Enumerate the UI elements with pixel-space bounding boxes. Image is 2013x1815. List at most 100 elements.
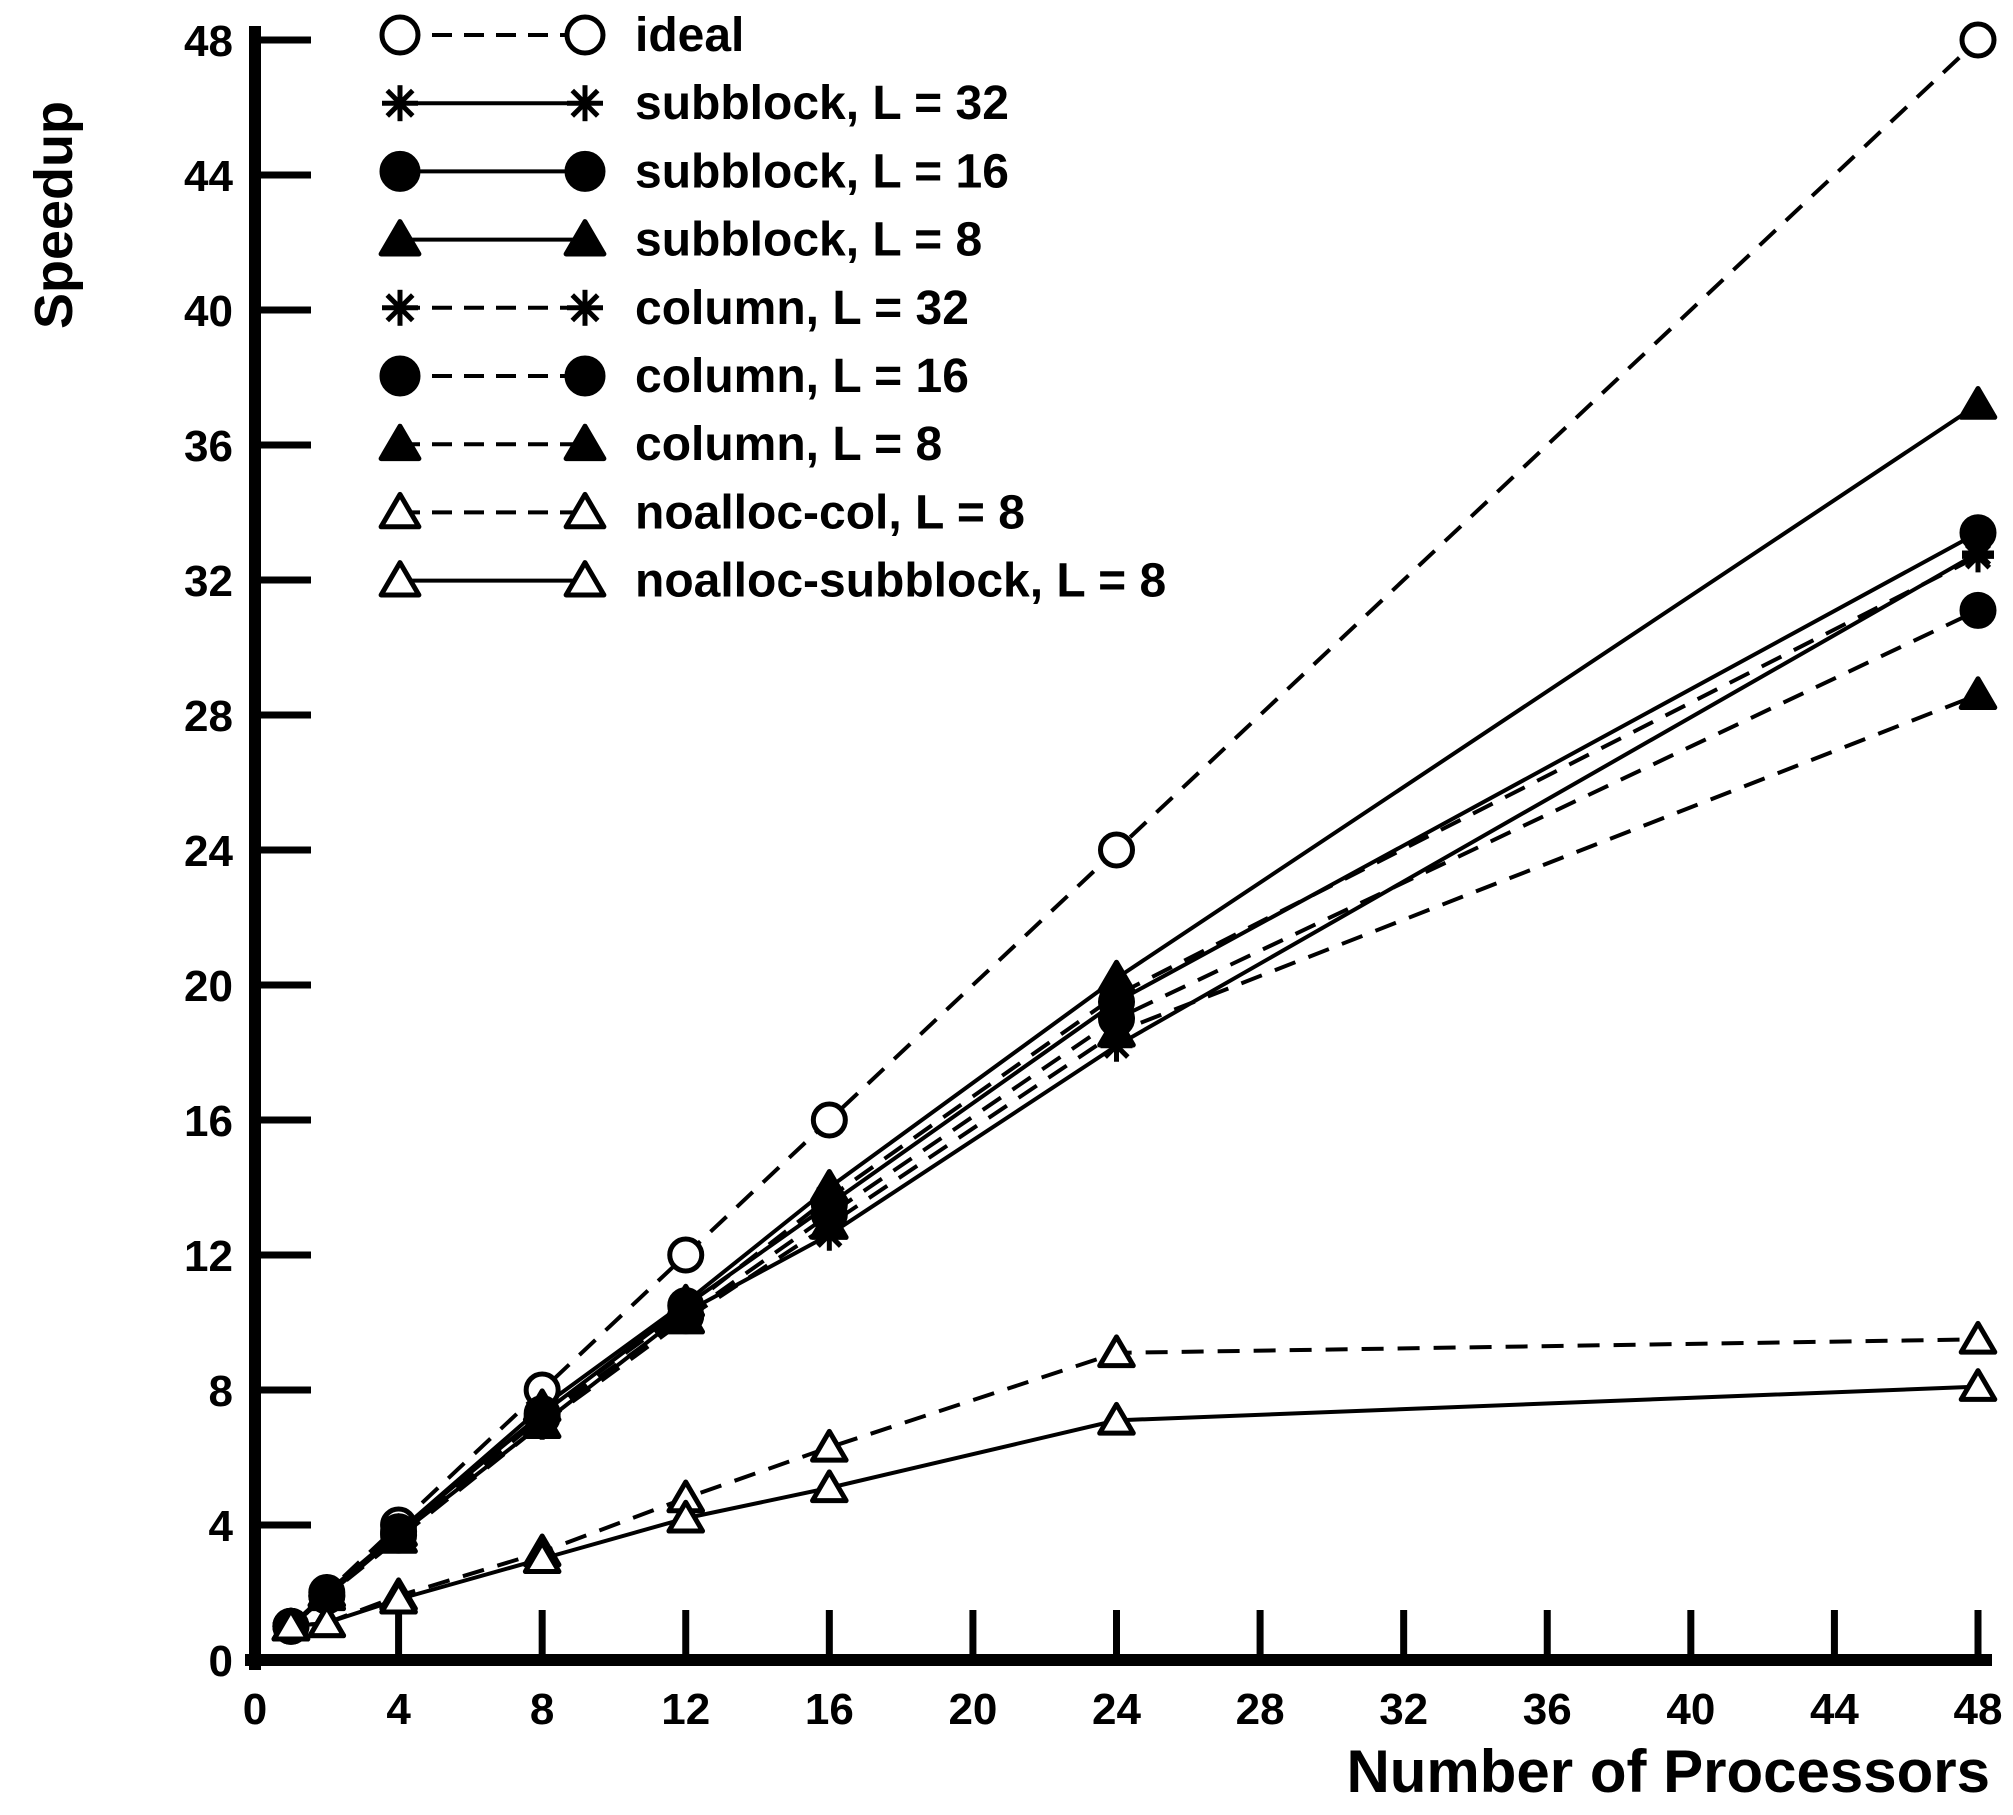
y-tick-label: 8 bbox=[209, 1367, 233, 1416]
legend-label: noalloc-col, L = 8 bbox=[635, 486, 1025, 539]
legend-marker bbox=[564, 150, 606, 192]
data-point bbox=[1097, 1401, 1136, 1436]
y-tick-label: 36 bbox=[184, 422, 233, 471]
data-point bbox=[1097, 1334, 1136, 1369]
marker-shape bbox=[379, 150, 421, 192]
legend-label: column, L = 16 bbox=[635, 350, 969, 403]
marker-shape bbox=[1098, 831, 1135, 869]
legend-marker bbox=[567, 85, 603, 122]
legend-marker bbox=[567, 289, 603, 326]
y-tick-label: 12 bbox=[184, 1232, 233, 1281]
legend-marker bbox=[379, 14, 421, 56]
legend-marker bbox=[564, 14, 606, 56]
series-line-5 bbox=[289, 608, 1979, 1628]
series-line-1 bbox=[289, 551, 1979, 1628]
x-tick-label: 12 bbox=[661, 1685, 710, 1734]
data-point bbox=[1958, 386, 1998, 420]
marker-shape bbox=[563, 219, 607, 257]
data-point bbox=[522, 1405, 562, 1440]
legend-label: ideal bbox=[635, 9, 744, 62]
marker-shape bbox=[379, 14, 421, 56]
marker-shape bbox=[564, 355, 606, 397]
data-point bbox=[379, 1520, 418, 1554]
marker-shape bbox=[666, 1499, 706, 1534]
legend-marker bbox=[382, 289, 418, 326]
marker-shape bbox=[1959, 21, 1997, 59]
legend-marker bbox=[563, 491, 607, 530]
marker-shape bbox=[563, 560, 607, 598]
x-tick-label: 48 bbox=[1954, 1685, 2003, 1734]
marker-shape bbox=[1097, 1401, 1136, 1436]
marker-shape bbox=[1959, 591, 1997, 629]
data-point bbox=[810, 1428, 849, 1463]
legend-item: column, L = 8 bbox=[378, 418, 942, 471]
legend-label: subblock, L = 16 bbox=[635, 145, 1009, 198]
marker-shape bbox=[271, 1607, 311, 1642]
legend-marker bbox=[563, 423, 607, 462]
y-tick-label: 48 bbox=[184, 17, 233, 66]
legend-marker bbox=[563, 219, 607, 257]
series-line-0 bbox=[289, 38, 1980, 1628]
y-tick-label: 28 bbox=[184, 692, 233, 741]
y-tick-label: 32 bbox=[184, 557, 233, 606]
marker-shape bbox=[810, 1469, 849, 1504]
marker-shape bbox=[1958, 386, 1998, 420]
legend-label: column, L = 32 bbox=[635, 282, 969, 335]
legend-item: subblock, L = 32 bbox=[382, 77, 1009, 130]
marker-shape bbox=[667, 1236, 705, 1274]
marker-shape bbox=[563, 423, 607, 462]
marker-shape bbox=[378, 423, 422, 462]
data-point bbox=[810, 1101, 848, 1139]
x-tick-label: 40 bbox=[1666, 1685, 1715, 1734]
data-point bbox=[1958, 676, 1998, 711]
marker-shape bbox=[1097, 1013, 1136, 1048]
x-tick-label: 16 bbox=[805, 1685, 854, 1734]
marker-shape bbox=[378, 491, 422, 530]
marker-shape bbox=[1958, 1320, 1998, 1355]
data-point bbox=[666, 1300, 706, 1335]
marker-shape bbox=[522, 1405, 562, 1440]
legend-label: column, L = 8 bbox=[635, 418, 942, 471]
marker-shape bbox=[1958, 676, 1998, 711]
x-tick-label: 20 bbox=[948, 1685, 997, 1734]
marker-shape bbox=[307, 1604, 347, 1639]
data-point bbox=[1097, 1013, 1136, 1048]
x-tick-label: 24 bbox=[1092, 1685, 1141, 1734]
marker-shape bbox=[564, 150, 606, 192]
x-tick-label: 36 bbox=[1523, 1685, 1572, 1734]
legend-item: subblock, L = 8 bbox=[378, 214, 982, 267]
x-tick-label: 0 bbox=[243, 1685, 267, 1734]
series-line-4 bbox=[289, 554, 1979, 1628]
legend-label: noalloc-subblock, L = 8 bbox=[635, 555, 1166, 608]
data-point bbox=[810, 1206, 849, 1240]
y-tick-label: 20 bbox=[184, 962, 233, 1011]
series-line-8 bbox=[290, 1384, 1979, 1629]
y-tick-label: 44 bbox=[184, 152, 233, 201]
legend-marker bbox=[563, 560, 607, 598]
legend-marker bbox=[379, 355, 421, 397]
marker-stroke bbox=[570, 88, 600, 118]
marker-shape bbox=[1097, 1334, 1136, 1369]
legend-item: column, L = 32 bbox=[382, 282, 969, 335]
data-point bbox=[379, 1580, 418, 1615]
legend-label: subblock, L = 32 bbox=[635, 77, 1009, 130]
marker-shape bbox=[379, 1520, 418, 1554]
data-point bbox=[1962, 540, 1994, 573]
legend-marker bbox=[378, 560, 422, 598]
marker-shape bbox=[1958, 1368, 1998, 1402]
x-tick-label: 4 bbox=[386, 1685, 411, 1734]
marker-shape bbox=[810, 1206, 849, 1240]
data-point bbox=[666, 1499, 706, 1534]
data-point bbox=[1959, 21, 1997, 59]
marker-shape bbox=[379, 1580, 418, 1615]
x-tick-label: 8 bbox=[530, 1685, 554, 1734]
marker-stroke bbox=[385, 88, 415, 118]
marker-shape bbox=[378, 219, 422, 257]
data-point bbox=[522, 1540, 562, 1575]
data-point bbox=[810, 1469, 849, 1504]
legend: ideal subblock, L = 32 subblock, L = 16 sub… bbox=[378, 9, 1166, 608]
data-point bbox=[1098, 831, 1135, 869]
marker-shape bbox=[564, 14, 606, 56]
